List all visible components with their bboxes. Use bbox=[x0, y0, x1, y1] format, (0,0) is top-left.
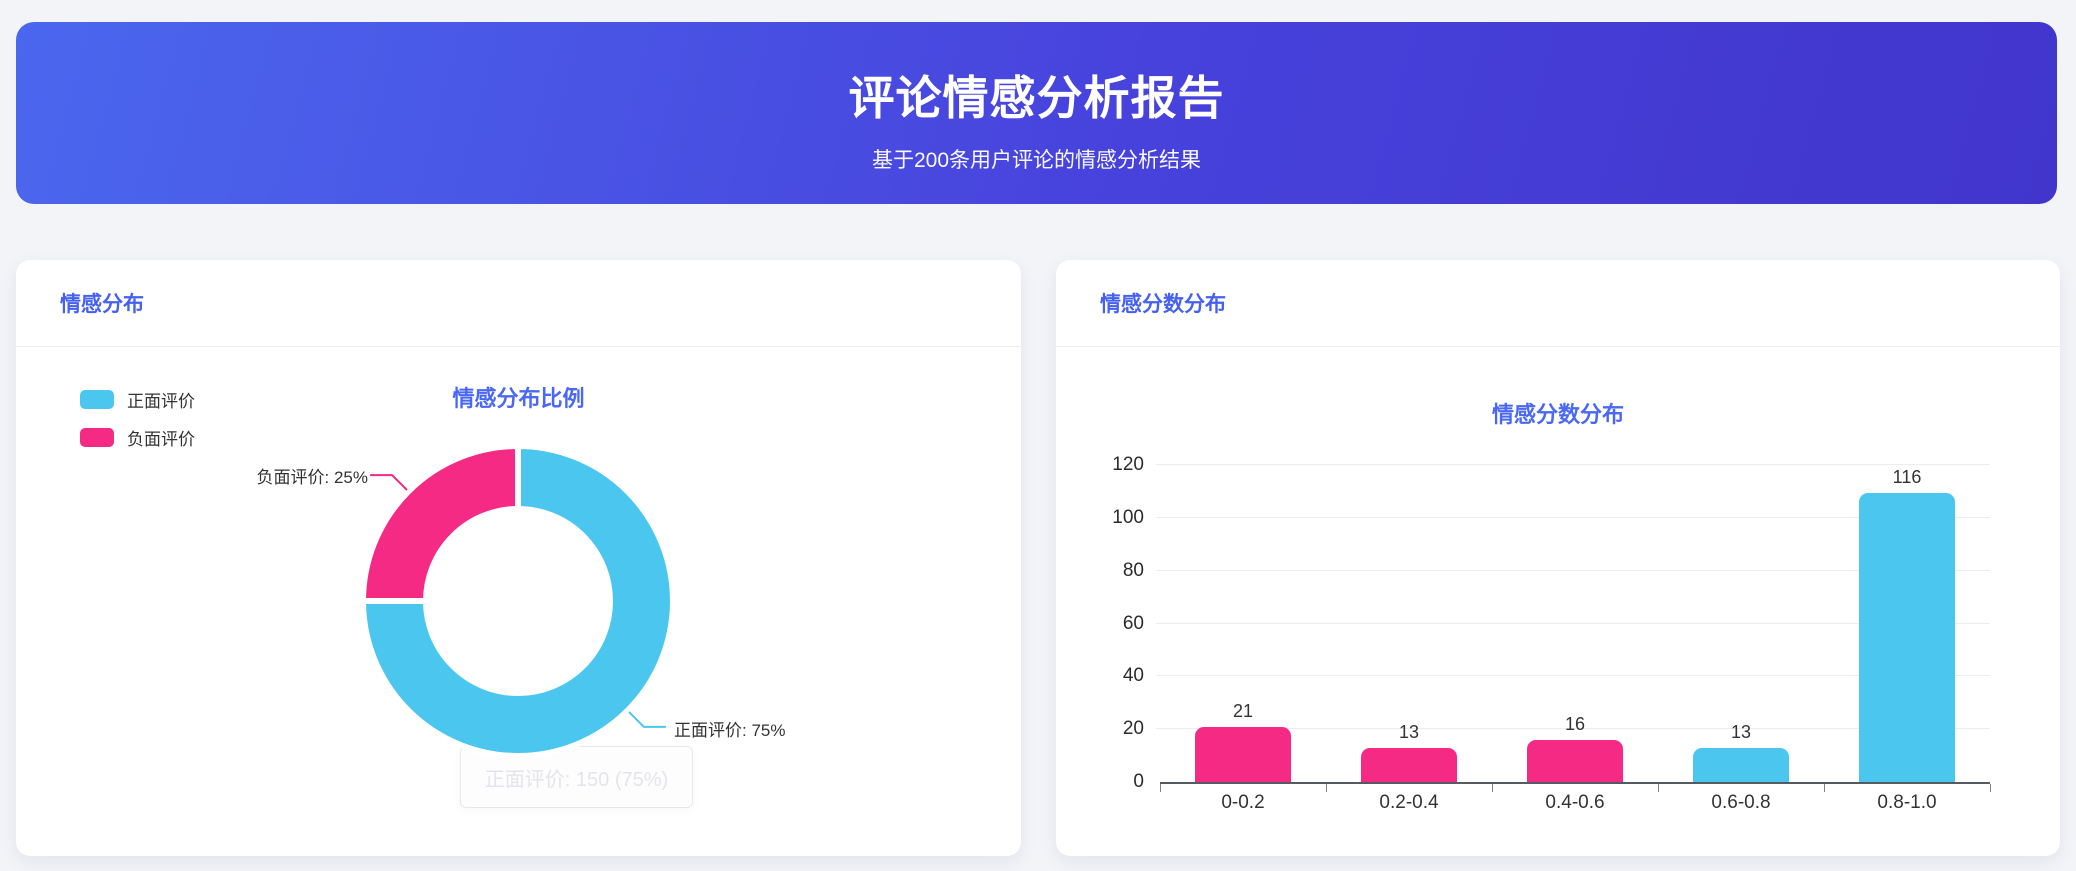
bar-chart[interactable]: 0 20 40 60 80 100 120 21 0-0.2 13 0.2-0.4 16 0.4-0.6… bbox=[1112, 454, 1991, 813]
score-distribution-card: 情感分数分布 情感分数分布 0 20 40 60 80 100 120 21 0-0.2 13 0.… bbox=[1056, 260, 2060, 856]
x-axis-tick-label: 0.4-0.6 bbox=[1545, 792, 1605, 813]
sentiment-card-header: 情感分布 bbox=[16, 260, 1021, 347]
y-axis-tick-label: 20 bbox=[1122, 718, 1144, 740]
x-axis-tick bbox=[1492, 784, 1493, 792]
legend-swatch-positive bbox=[80, 390, 114, 409]
pie-label-negative: 负面评价: 25% bbox=[256, 468, 368, 487]
bar-0.4-0.6[interactable] bbox=[1527, 739, 1623, 782]
gridline bbox=[1156, 622, 1990, 624]
x-axis-tick bbox=[1824, 784, 1825, 792]
legend-item-negative[interactable]: 负面评价 bbox=[80, 425, 195, 450]
bar-cell: 16 0.4-0.6 bbox=[1492, 467, 1658, 813]
bar-0.2-0.4[interactable] bbox=[1361, 747, 1457, 782]
sentiment-distribution-card: 情感分布 正面评价: 150 (75%) 情感分布比例 正面评价负面评价 负面评… bbox=[16, 260, 1021, 856]
bar-0.6-0.8[interactable] bbox=[1693, 747, 1789, 782]
bar-chart-title: 情感分数分布 bbox=[1491, 402, 1624, 427]
x-axis-tick-label: 0.6-0.8 bbox=[1711, 792, 1771, 813]
pie-tooltip: 正面评价: 150 (75%) bbox=[460, 746, 693, 808]
gridline bbox=[1156, 464, 1990, 465]
gridline bbox=[1156, 675, 1990, 677]
x-axis-tick bbox=[1326, 784, 1327, 792]
gridline bbox=[1156, 516, 1990, 518]
report-header: 评论情感分析报告 基于200条用户评论的情感分析结果 bbox=[16, 22, 2057, 204]
bar-value-label: 116 bbox=[1892, 467, 1922, 487]
bar-cells: 21 0-0.2 13 0.2-0.4 16 0.4-0.6 13 0.6-0.8 116 0.8… bbox=[1160, 467, 1990, 813]
sentiment-card-title: 情感分布 bbox=[60, 293, 144, 316]
score-card-title: 情感分数分布 bbox=[1100, 293, 1226, 316]
y-axis-tick-label: 120 bbox=[1112, 454, 1144, 475]
page-subtitle: 基于200条用户评论的情感分析结果 bbox=[871, 149, 1202, 172]
legend-label: 负面评价 bbox=[127, 430, 195, 449]
x-axis-tick bbox=[1990, 784, 1991, 792]
bar-chart-area: 情感分数分布 0 20 40 60 80 100 120 21 0-0.2 13 0.2-0.4 16… bbox=[1056, 347, 2060, 855]
bar-cell: 116 0.8-1.0 bbox=[1824, 467, 1990, 813]
page-title: 评论情感分析报告 bbox=[848, 72, 1225, 124]
donut-leader-positive bbox=[628, 711, 666, 728]
bar-cell: 21 0-0.2 bbox=[1160, 467, 1326, 813]
pie-legend: 正面评价 负面评价 bbox=[80, 387, 195, 450]
score-card-header: 情感分数分布 bbox=[1056, 260, 2060, 347]
legend-swatch-negative bbox=[80, 428, 114, 447]
x-axis-tick-label: 0-0.2 bbox=[1221, 792, 1265, 813]
y-axis-tick-label: 0 bbox=[1133, 771, 1144, 792]
bar-0-0.2[interactable] bbox=[1195, 726, 1291, 782]
legend-label: 正面评价 bbox=[127, 392, 195, 411]
x-axis-tick bbox=[1160, 784, 1161, 792]
bar-cell: 13 0.6-0.8 bbox=[1658, 467, 1824, 813]
bar-value-label: 16 bbox=[1564, 713, 1586, 734]
pie-label-positive: 正面评价: 75% bbox=[674, 721, 786, 740]
x-axis-tick bbox=[1658, 784, 1659, 792]
pie-chart-area: 正面评价: 150 (75%) 情感分布比例 正面评价负面评价 负面评价: 25… bbox=[16, 347, 1021, 855]
bar-0.8-1.0[interactable] bbox=[1859, 493, 1955, 782]
gridline bbox=[1156, 728, 1990, 730]
bar-value-label: 13 bbox=[1398, 721, 1420, 742]
bar-cell: 13 0.2-0.4 bbox=[1326, 467, 1492, 813]
y-axis-tick-label: 60 bbox=[1122, 612, 1144, 634]
y-axis-tick-label: 80 bbox=[1122, 559, 1144, 581]
donut-leader-negative bbox=[370, 474, 408, 491]
y-axis-tick-label: 100 bbox=[1112, 506, 1144, 528]
legend-item-positive[interactable]: 正面评价 bbox=[80, 387, 195, 412]
donut-chart[interactable] bbox=[16, 347, 1021, 855]
donut-slice-positive[interactable] bbox=[360, 443, 676, 759]
pie-chart-title: 情感分布比例 bbox=[452, 386, 585, 411]
x-axis-tick-label: 0.2-0.4 bbox=[1379, 792, 1439, 813]
donut-slice-negative[interactable] bbox=[360, 443, 521, 604]
gridline bbox=[1156, 569, 1990, 571]
y-axis-tick-label: 40 bbox=[1122, 665, 1144, 687]
bar-value-label: 21 bbox=[1232, 700, 1254, 721]
bar-value-label: 13 bbox=[1730, 721, 1752, 742]
x-axis-tick-label: 0.8-1.0 bbox=[1877, 792, 1937, 813]
cards-row: 情感分布 正面评价: 150 (75%) 情感分布比例 正面评价负面评价 负面评… bbox=[16, 260, 2060, 856]
